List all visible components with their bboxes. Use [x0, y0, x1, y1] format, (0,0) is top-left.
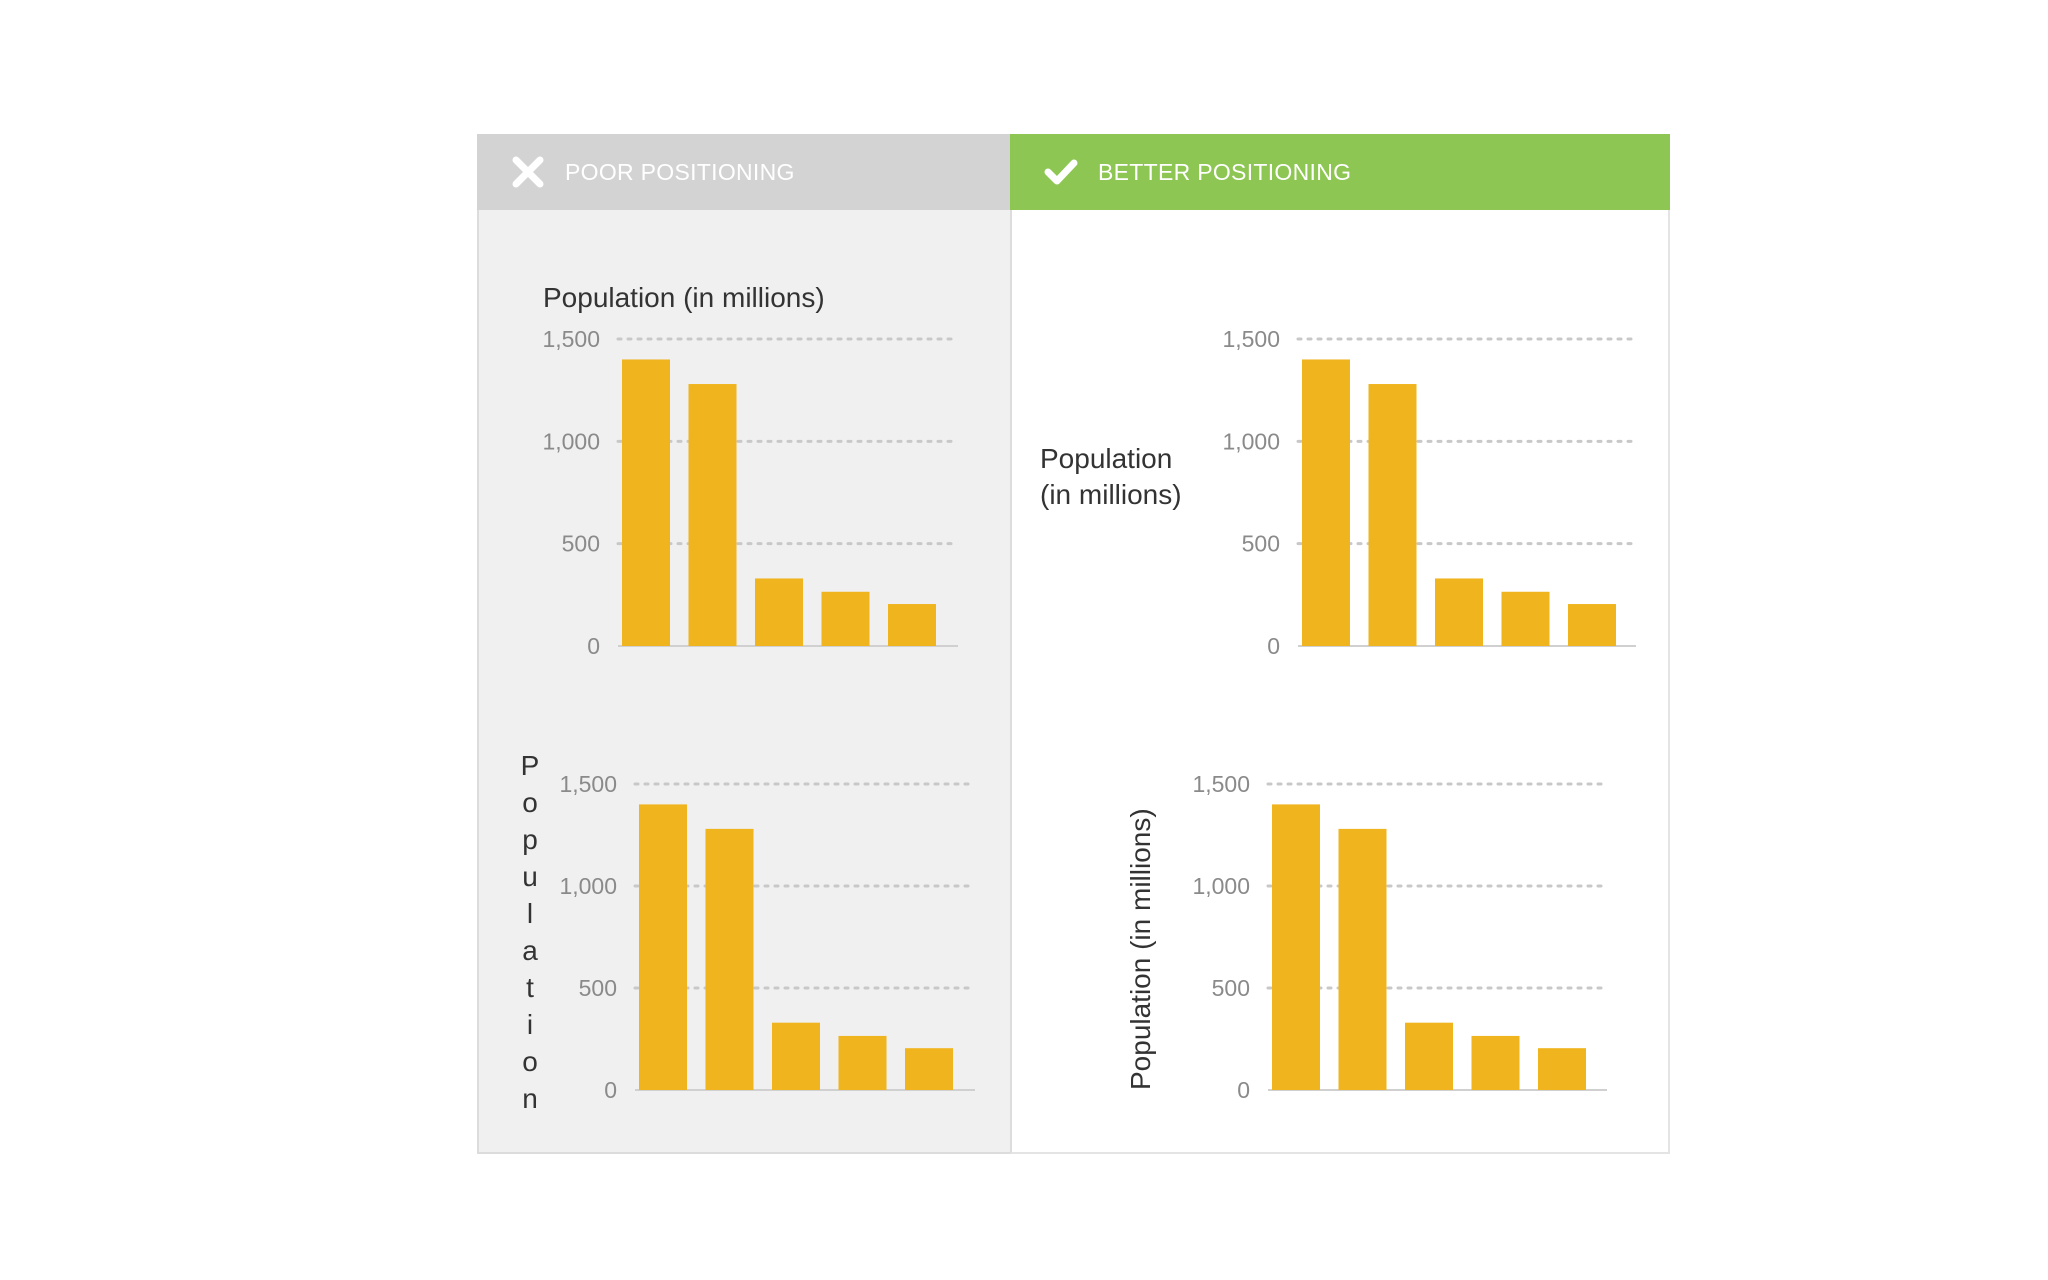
- bar: [639, 804, 687, 1090]
- y-tick-label: 500: [1212, 975, 1250, 1001]
- y-tick-label: 1,000: [559, 873, 617, 899]
- check-icon: [1044, 159, 1078, 185]
- y-tick-label: 0: [1267, 633, 1280, 659]
- x-icon: [512, 156, 544, 188]
- bar: [821, 591, 870, 646]
- y-tick-label: 0: [587, 633, 600, 659]
- ylabel-letter: P: [521, 750, 540, 781]
- bar: [1435, 578, 1483, 646]
- bar: [905, 1048, 953, 1090]
- chart-title: Population (in millions): [543, 282, 825, 313]
- better-panel-header: BETTER POSITIONING: [1010, 134, 1670, 210]
- y-tick-label: 1,000: [542, 428, 600, 454]
- better-panel-title: BETTER POSITIONING: [1098, 158, 1352, 185]
- ylabel-letter: a: [522, 935, 538, 966]
- bar: [1568, 604, 1616, 646]
- bar: [622, 359, 670, 646]
- bar: [1272, 804, 1320, 1090]
- bar: [888, 604, 936, 646]
- y-tick-label: 500: [1242, 531, 1280, 557]
- bar: [1538, 1048, 1586, 1090]
- bar: [1368, 384, 1417, 646]
- y-tick-label: 1,500: [542, 326, 600, 352]
- ylabel-letter: p: [522, 824, 538, 855]
- bar: [772, 1022, 820, 1090]
- y-tick-label: 1,500: [1192, 771, 1250, 797]
- ylabel-letter: o: [522, 787, 538, 818]
- bar: [705, 828, 754, 1090]
- ylabel-letter: o: [522, 1046, 538, 1077]
- bar: [838, 1035, 887, 1090]
- ylabel-letter: t: [526, 972, 534, 1003]
- y-tick-label: 1,000: [1192, 873, 1250, 899]
- y-tick-label: 500: [579, 975, 617, 1001]
- bar: [755, 578, 803, 646]
- ylabel-letter: l: [527, 898, 533, 929]
- ylabel-line-2: (in millions): [1040, 479, 1182, 510]
- poor-panel-header: POOR POSITIONING: [477, 134, 1010, 210]
- bar: [1405, 1022, 1453, 1090]
- y-tick-label: 1,000: [1222, 428, 1280, 454]
- bar: [688, 384, 737, 646]
- ylabel-letter: i: [527, 1009, 533, 1040]
- bar: [1471, 1035, 1520, 1090]
- ylabel-letter: n: [522, 1083, 538, 1114]
- ylabel-stacked: Population: [521, 750, 540, 1114]
- ylabel: Population (in millions): [1125, 808, 1156, 1090]
- ylabel-letter: u: [522, 861, 538, 892]
- y-tick-label: 1,500: [1222, 326, 1280, 352]
- y-tick-label: 0: [604, 1077, 617, 1103]
- y-tick-label: 500: [562, 531, 600, 557]
- bar: [1338, 828, 1387, 1090]
- ylabel-line-1: Population: [1040, 443, 1172, 474]
- y-tick-label: 1,500: [559, 771, 617, 797]
- bar: [1302, 359, 1350, 646]
- poor-panel-title: POOR POSITIONING: [565, 158, 795, 185]
- y-tick-label: 0: [1237, 1077, 1250, 1103]
- bar: [1501, 591, 1550, 646]
